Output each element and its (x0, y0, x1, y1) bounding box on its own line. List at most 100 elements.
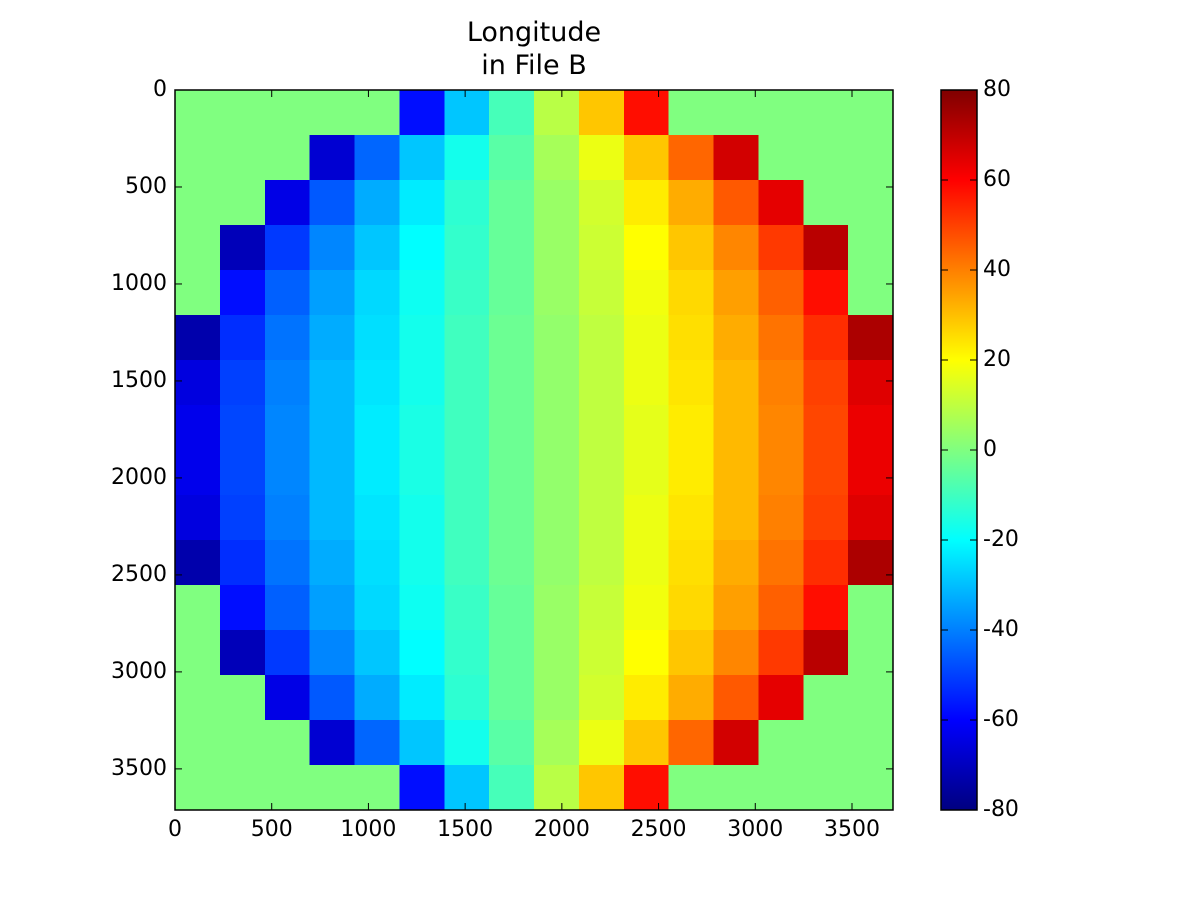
image-cell (175, 90, 221, 136)
image-cell (578, 135, 625, 181)
image-cell (309, 720, 355, 766)
image-cell (668, 180, 714, 226)
image-cell (175, 675, 221, 721)
image-cell (713, 270, 759, 316)
image-cell (399, 675, 445, 721)
image-cell (758, 495, 804, 541)
image-cell (803, 135, 849, 181)
image-cell (309, 630, 355, 676)
image-cell (309, 360, 355, 406)
y-tick-label: 500 (125, 174, 167, 199)
image-cell (534, 180, 580, 226)
image-cell (399, 765, 445, 811)
image-cell (264, 90, 311, 136)
image-cell (489, 405, 535, 451)
image-cell (758, 675, 804, 721)
image-cell (309, 540, 355, 586)
image-cell (264, 225, 311, 271)
image-cell (668, 450, 714, 496)
image-cell (534, 225, 580, 271)
image-cell (444, 450, 490, 496)
image-cell (713, 630, 759, 676)
image-cell (848, 450, 894, 496)
image-cell (578, 225, 625, 271)
image-cell (803, 360, 849, 406)
image-cell (444, 720, 490, 766)
image-cell (399, 540, 445, 586)
image-cell (578, 90, 625, 136)
axes: 0 500 1000 1500 2000 2500 3000 3500 0 500 1000 1500… (111, 77, 1019, 842)
image-cell (399, 720, 445, 766)
image-cell (175, 630, 221, 676)
image-cell (309, 180, 355, 226)
image-cell (848, 495, 894, 541)
image-cell (534, 135, 580, 181)
image-cell (534, 630, 580, 676)
colorbar-tick-label: -80 (983, 797, 1019, 822)
image-cell (668, 135, 714, 181)
image-cell (354, 495, 400, 541)
image-cell (489, 630, 535, 676)
image-cell (713, 315, 759, 361)
image-cell (354, 585, 400, 631)
image-cell (534, 270, 580, 316)
image-cell (489, 720, 535, 766)
image-cell (578, 405, 625, 451)
image-cell (578, 315, 625, 361)
image-cell (219, 315, 266, 361)
image-cell (399, 495, 445, 541)
image-cell (848, 765, 894, 811)
image-cell (444, 180, 490, 226)
image-cell (713, 225, 759, 271)
image-cell (623, 540, 670, 586)
image-cell (668, 675, 714, 721)
image-cell (623, 225, 670, 271)
image-cell (175, 540, 221, 586)
image (175, 90, 894, 811)
image-cell (623, 315, 670, 361)
image-cell (309, 450, 355, 496)
image-cell (758, 405, 804, 451)
colorbar-tick-label: -20 (983, 527, 1019, 552)
image-cell (713, 585, 759, 631)
image-cell (354, 540, 400, 586)
image-cell (758, 720, 804, 766)
image-cell (175, 405, 221, 451)
image-cell (623, 450, 670, 496)
image-cell (848, 225, 894, 271)
image-cell (803, 270, 849, 316)
image-cell (534, 585, 580, 631)
y-tick-label: 3000 (111, 659, 167, 684)
image-cell (175, 765, 221, 811)
image-cell (219, 540, 266, 586)
image-cell (623, 720, 670, 766)
image-cell (399, 225, 445, 271)
image-cell (444, 90, 490, 136)
image-cell (578, 540, 625, 586)
image-cell (758, 450, 804, 496)
colorbar-tick-label: -40 (983, 617, 1019, 642)
image-cell (399, 360, 445, 406)
y-tick-label: 3500 (111, 756, 167, 781)
image-cell (623, 495, 670, 541)
y-tick-label: 1500 (111, 368, 167, 393)
image-cell (444, 405, 490, 451)
image-cell (219, 270, 266, 316)
image-cell (803, 90, 849, 136)
image-cell (175, 315, 221, 361)
image-cell (803, 225, 849, 271)
image-cell (489, 180, 535, 226)
colorbar-tick-label: 80 (983, 77, 1011, 102)
colorbar-tick-label: 60 (983, 167, 1011, 192)
image-cell (219, 450, 266, 496)
image-cell (623, 180, 670, 226)
image-cell (264, 630, 311, 676)
image-cell (399, 135, 445, 181)
image-cell (264, 675, 311, 721)
image-cell (668, 495, 714, 541)
image-cell (578, 180, 625, 226)
image-cell (219, 675, 266, 721)
image-cell (578, 360, 625, 406)
